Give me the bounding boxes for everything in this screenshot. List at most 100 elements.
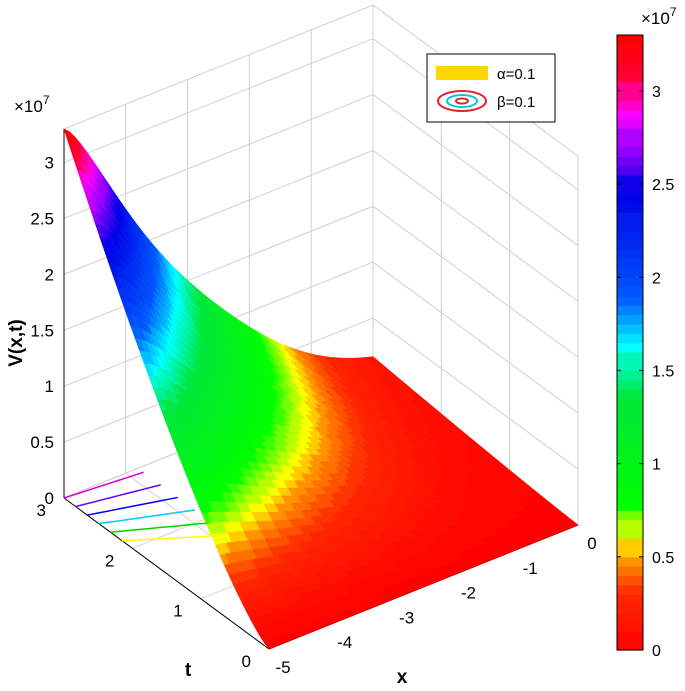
colorbar-band	[617, 323, 643, 334]
colorbar-band	[617, 528, 643, 539]
floor-contours	[63, 471, 230, 542]
t-tick-label: 2	[105, 551, 114, 570]
x-tick-label: -1	[523, 559, 538, 578]
colorbar-band	[617, 137, 643, 148]
grid-line	[372, 149, 579, 302]
colorbar-exponent-base: ×10	[641, 9, 670, 28]
colorbar-band	[617, 566, 643, 577]
x-tick-label: -3	[399, 608, 414, 627]
t-tick-label: 0	[242, 652, 251, 671]
colorbar-band	[617, 109, 643, 120]
z-exponent-label: ×107	[14, 93, 50, 116]
colorbar-frame	[616, 34, 644, 651]
surface-patch	[567, 521, 579, 528]
colorbar-band	[617, 435, 643, 446]
grid-line	[63, 205, 374, 331]
colorbar-band	[617, 426, 643, 437]
legend-beta-swatch	[437, 90, 487, 112]
colorbar-band	[617, 221, 643, 232]
colorbar-band	[617, 472, 643, 483]
z-tick-label: 0.5	[30, 433, 54, 452]
colorbar-band	[617, 342, 643, 353]
colorbar-band	[617, 202, 643, 213]
colorbar-band	[617, 519, 643, 530]
legend-alpha-swatch	[436, 66, 488, 80]
colorbar-band	[617, 351, 643, 362]
colorbar-band	[617, 314, 643, 325]
colorbar-band	[617, 389, 643, 400]
colorbar-band	[617, 165, 643, 176]
z-tick-label: 2	[45, 265, 54, 284]
colorbar-band	[617, 333, 643, 344]
colorbar-tick-label: 3	[652, 84, 661, 101]
colorbar-band	[617, 81, 643, 92]
colorbar-band	[617, 62, 643, 73]
colorbar-band	[617, 361, 643, 372]
t-tick-label: 1	[173, 602, 182, 621]
colorbar-band	[617, 156, 643, 167]
colorbar: 0 0.5 1 1.5 2 2.5 3 ×107	[616, 5, 677, 660]
legend-alpha-label: α=0.1	[497, 66, 535, 83]
legend-beta-label: β=0.1	[497, 94, 535, 111]
x-axis-label: x	[397, 667, 408, 686]
x-tick-label: 0	[587, 534, 596, 553]
colorbar-band	[617, 538, 643, 549]
z-tick-label: 1.5	[30, 321, 54, 340]
colorbar-tick-label: 0.5	[652, 550, 674, 567]
legend-box	[426, 53, 556, 123]
contour-line	[98, 509, 195, 525]
z-axis-label: V(x,t)	[6, 319, 27, 367]
z-tick-label: 1	[45, 377, 54, 396]
colorbar-bands	[617, 35, 643, 651]
colorbar-band	[617, 463, 643, 474]
colorbar-band	[617, 230, 643, 241]
colorbar-band	[617, 100, 643, 111]
colorbar-exponent-label: ×107	[641, 5, 677, 28]
t-axis-label: t	[185, 660, 192, 681]
colorbar-band	[617, 240, 643, 250]
colorbar-band	[617, 118, 643, 129]
colorbar-band	[617, 603, 643, 614]
colorbar-exponent-power: 7	[670, 5, 677, 19]
axis-ticks: 0 0.5 1 1.5 2 2.5 3 -5 -4 -3 -2 -1 0 0 1 2 3	[30, 154, 596, 677]
contour-line	[75, 484, 161, 508]
contour-line	[122, 534, 230, 542]
contour-line	[63, 471, 144, 499]
surface-mesh	[63, 128, 579, 650]
colorbar-band	[617, 500, 643, 511]
colorbar-band	[617, 584, 643, 595]
colorbar-band	[617, 128, 643, 139]
colorbar-tick-label: 2	[652, 270, 661, 287]
colorbar-tick-label: 2.5	[652, 177, 674, 194]
grid-line	[63, 4, 374, 130]
colorbar-band	[617, 258, 643, 269]
colorbar-band	[617, 286, 643, 297]
colorbar-band	[617, 640, 643, 651]
colorbar-band	[617, 556, 643, 567]
colorbar-tick-label: 1	[652, 457, 661, 474]
colorbar-band	[617, 35, 643, 45]
colorbar-band	[617, 53, 643, 64]
colorbar-tick-label: 1.5	[652, 363, 674, 380]
t-axis-line	[63, 497, 270, 650]
colorbar-band	[617, 631, 643, 642]
grid-line	[372, 205, 579, 358]
colorbar-band	[617, 417, 643, 427]
z-exponent-base: ×10	[14, 97, 43, 116]
colorbar-band	[617, 379, 643, 390]
colorbar-ticks: 0 0.5 1 1.5 2 2.5 3	[617, 84, 674, 660]
colorbar-band	[617, 267, 643, 278]
colorbar-band	[617, 146, 643, 157]
colorbar-band	[617, 407, 643, 418]
colorbar-band	[617, 622, 643, 632]
colorbar-band	[617, 212, 643, 222]
z-tick-label: 2.5	[30, 209, 54, 228]
colorbar-band	[617, 72, 643, 83]
colorbar-band	[617, 594, 643, 605]
z-exponent-power: 7	[43, 93, 50, 107]
legend: α=0.1 β=0.1	[426, 53, 556, 123]
colorbar-band	[617, 575, 643, 586]
colorbar-band	[617, 491, 643, 502]
colorbar-band	[617, 445, 643, 455]
